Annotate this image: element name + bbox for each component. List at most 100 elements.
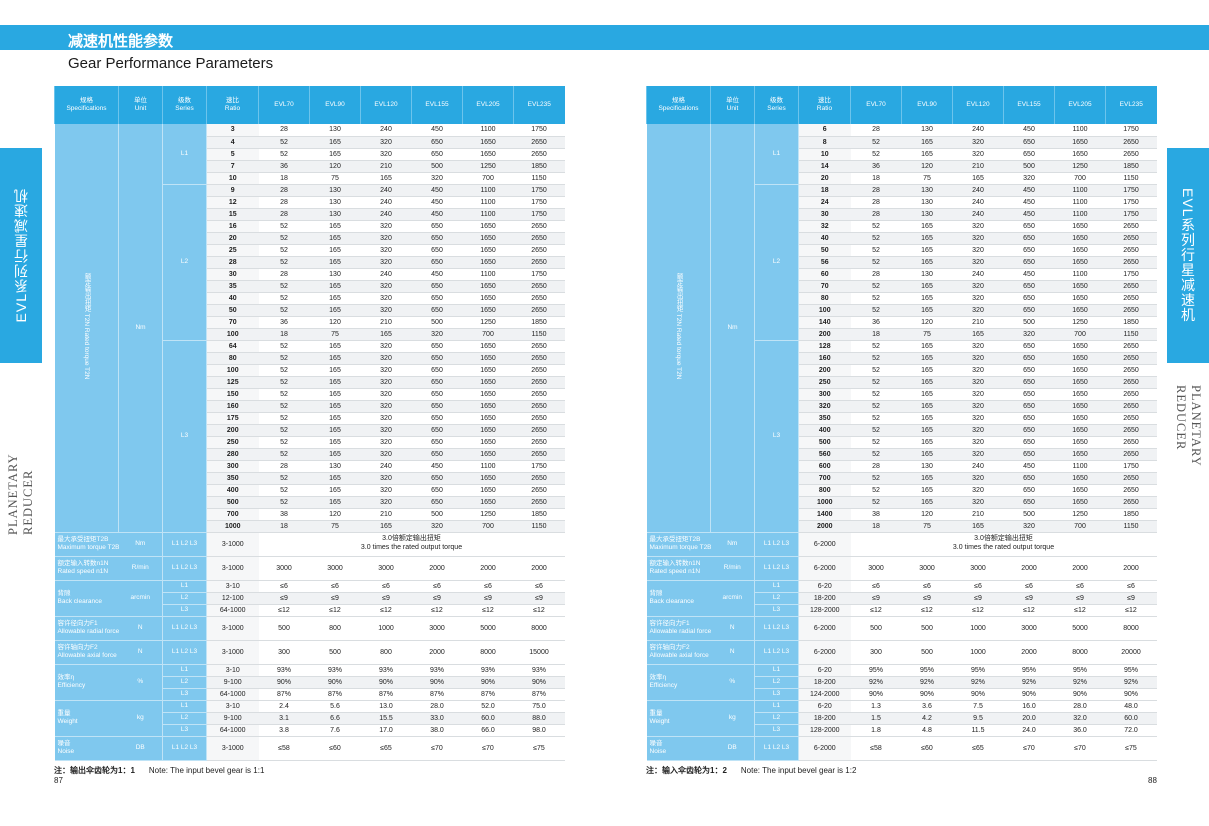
- value-cell: 240: [952, 124, 1004, 137]
- value-cell: 1100: [1054, 208, 1106, 221]
- label-cn: 容许径向力F1: [649, 619, 690, 627]
- value-cell: 320: [360, 340, 412, 353]
- value-cell: 90%: [513, 676, 565, 689]
- value-cell: 1650: [1054, 436, 1106, 449]
- value-cell: 320: [952, 424, 1004, 437]
- table-row: 30 28 130 240 450 1100 1750: [55, 268, 565, 281]
- value-cell: 700: [1054, 172, 1106, 185]
- page-number-left: 87: [54, 776, 63, 785]
- value-cell: 210: [952, 508, 1004, 521]
- value-cell: 320: [952, 448, 1004, 461]
- value-cell: 28: [258, 124, 310, 137]
- value-cell: 320: [952, 148, 1004, 161]
- value-cell: 1650: [1054, 472, 1106, 485]
- table-row: 32 52 165 320 650 1650 2650: [647, 220, 1157, 233]
- label-en: Noise: [649, 748, 667, 755]
- value-cell: 165: [901, 436, 953, 449]
- series-cell: L1: [162, 580, 207, 593]
- table-row: 重量 Weight kg L1 3-10 2.4 5.6 13.0 28.0 52.0 75.0: [54, 700, 565, 737]
- value-cell: ≤6: [1003, 580, 1055, 593]
- value-cell: 52: [258, 496, 310, 509]
- value-cell: 1.5: [850, 712, 902, 725]
- ratio-cell: 700: [798, 472, 851, 485]
- value-cell: 1000: [952, 616, 1004, 641]
- value-cell: 52: [850, 340, 902, 353]
- ratio-cell: 400: [798, 424, 851, 437]
- value-cell: 52: [258, 136, 310, 149]
- value-cell: 320: [411, 328, 463, 341]
- series-cell: L1 L2 L3: [162, 736, 207, 761]
- value-cell: 1650: [1054, 136, 1106, 149]
- value-cell: 1100: [462, 460, 514, 473]
- value-cell: 3000: [952, 556, 1004, 581]
- ratio-cell: 160: [206, 400, 259, 413]
- value-cell: ≤12: [309, 604, 361, 617]
- value-cell: 3000: [360, 556, 412, 581]
- value-cell: 130: [901, 460, 953, 473]
- table-row: 600 28 130 240 450 1100 1750: [647, 460, 1157, 473]
- table-row: 1000 52 165 320 650 1650 2650: [647, 496, 1157, 509]
- value-cell: 165: [901, 448, 953, 461]
- value-cell: 320: [360, 304, 412, 317]
- ratio-cell: 350: [206, 472, 259, 485]
- value-cell: 650: [411, 484, 463, 497]
- value-cell: 165: [309, 292, 361, 305]
- value-cell: 650: [411, 448, 463, 461]
- value-cell: 500: [411, 316, 463, 329]
- table-row: L2 18-200 1.5 4.2 9.5 20.0 32.0 60.0: [647, 712, 1157, 725]
- value-cell: 52: [258, 424, 310, 437]
- ratio-cell: 16: [206, 220, 259, 233]
- value-cell: 240: [360, 460, 412, 473]
- value-cell: 650: [1003, 280, 1055, 293]
- value-cell: 1250: [1054, 160, 1106, 173]
- table-row: L2 9-100 3.1 6.6 15.5 33.0 60.0 88.0: [55, 712, 565, 725]
- value-cell: 165: [309, 136, 361, 149]
- value-cell: 3000: [901, 556, 953, 581]
- value-cell: 450: [411, 124, 463, 137]
- value-cell: ≤70: [411, 736, 463, 761]
- value-cell: 320: [952, 232, 1004, 245]
- value-cell: 1650: [462, 400, 514, 413]
- ratio-cell: 6: [798, 124, 851, 137]
- value-cell: 75: [901, 520, 953, 533]
- label-cn: 噪音: [57, 739, 71, 747]
- value-cell: 800: [309, 616, 361, 641]
- value-cell: 52: [258, 304, 310, 317]
- side-label-left-text: PLANETARY REDUCER: [6, 453, 35, 535]
- value-cell: 52: [850, 220, 902, 233]
- value-cell: ≤9: [411, 592, 463, 605]
- efficiency-label: 效率η Efficiency: [646, 664, 711, 701]
- value-cell: 1100: [1054, 124, 1106, 137]
- value-cell: 2650: [513, 496, 565, 509]
- value-cell: 320: [952, 292, 1004, 305]
- value-cell: 450: [1003, 184, 1055, 197]
- value-cell: 2650: [513, 436, 565, 449]
- ratio-cell: 64-1000: [206, 604, 259, 617]
- performance-table-right: 规格 Specifications 单位 Unit 级数 Series 速比 Ratio EVL…: [646, 86, 1157, 761]
- table-row: 容许径向力F1 Allowable radial force N L1 L2 L3 3-…: [54, 616, 565, 641]
- value-cell: 700: [462, 328, 514, 341]
- value-cell: 9.5: [952, 712, 1004, 725]
- unit-cell: R/min: [118, 556, 163, 581]
- unit-cell: %: [118, 664, 163, 701]
- value-cell: 2650: [513, 220, 565, 233]
- ratio-cell: 3-1000: [206, 532, 259, 557]
- model-header: EVL205: [1054, 86, 1106, 124]
- value-cell: 500: [411, 508, 463, 521]
- value-cell: 3000: [258, 556, 310, 581]
- rated-torque-text: 额定输出扭矩 T2N Rated torque T2N: [675, 273, 683, 380]
- value-cell: 52: [258, 352, 310, 365]
- value-cell: 130: [901, 268, 953, 281]
- value-cell: 320: [360, 136, 412, 149]
- value-cell: 93%: [462, 664, 514, 677]
- value-cell: 240: [952, 196, 1004, 209]
- value-cell: ≤6: [1054, 580, 1106, 593]
- value-cell: 1650: [1054, 220, 1106, 233]
- label-en: Allowable radial force: [57, 628, 119, 635]
- ratio-cell: 64: [206, 340, 259, 353]
- value-cell: 1650: [462, 220, 514, 233]
- value-cell: 650: [411, 352, 463, 365]
- value-cell: 320: [952, 376, 1004, 389]
- value-cell: 240: [952, 268, 1004, 281]
- value-cell: 90%: [901, 688, 953, 701]
